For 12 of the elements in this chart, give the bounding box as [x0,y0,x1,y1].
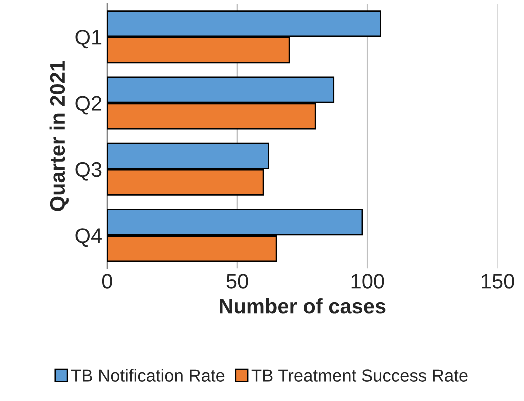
x-axis-title: Number of cases [220,298,386,314]
legend-label: TB Notification Rate [71,369,225,382]
x-tick-label: 0 [102,274,112,289]
y-tick-label: Q2 [76,96,102,115]
y-tick-label: Q3 [76,162,102,181]
y-axis-title: Quarter in 2021 [50,61,69,212]
y-tick-label: Q1 [76,30,102,49]
legend-label: TB Treatment Success Rate [252,370,468,382]
y-tick-label: Q4 [76,228,102,248]
x-tick-label: 50 [226,274,248,289]
x-tick-label: 100 [352,274,384,289]
x-tick-label: 150 [482,274,514,289]
